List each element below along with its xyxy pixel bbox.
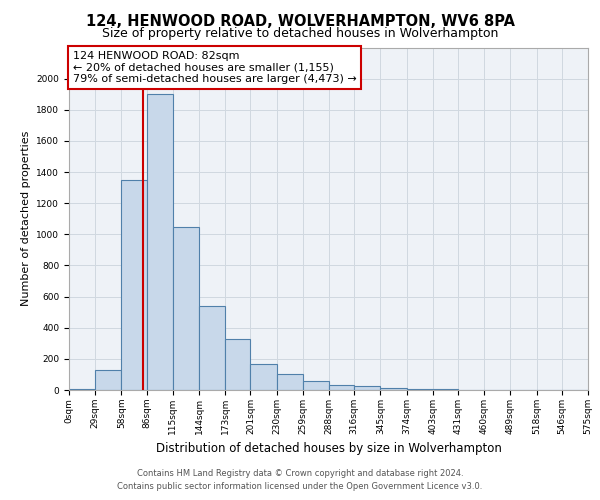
Bar bbox=[380, 388, 407, 390]
Bar bbox=[303, 382, 329, 390]
Bar bbox=[95, 370, 121, 390]
Text: 124, HENWOOD ROAD, WOLVERHAMPTON, WV6 8PA: 124, HENWOOD ROAD, WOLVERHAMPTON, WV6 8P… bbox=[86, 14, 515, 29]
Text: 124 HENWOOD ROAD: 82sqm
← 20% of detached houses are smaller (1,155)
79% of semi: 124 HENWOOD ROAD: 82sqm ← 20% of detache… bbox=[73, 51, 356, 84]
Bar bbox=[433, 389, 458, 390]
Text: Size of property relative to detached houses in Wolverhampton: Size of property relative to detached ho… bbox=[102, 28, 498, 40]
Y-axis label: Number of detached properties: Number of detached properties bbox=[21, 131, 31, 306]
Bar bbox=[225, 338, 250, 390]
X-axis label: Distribution of detached houses by size in Wolverhampton: Distribution of detached houses by size … bbox=[155, 442, 502, 456]
Text: Contains HM Land Registry data © Crown copyright and database right 2024.
Contai: Contains HM Land Registry data © Crown c… bbox=[118, 470, 482, 491]
Bar bbox=[121, 180, 146, 390]
Bar bbox=[69, 389, 95, 390]
Bar bbox=[199, 306, 225, 390]
Bar bbox=[407, 389, 433, 390]
Bar bbox=[250, 364, 277, 390]
Bar bbox=[173, 226, 199, 390]
Bar bbox=[146, 94, 173, 390]
Bar bbox=[354, 386, 380, 390]
Bar bbox=[277, 374, 303, 390]
Bar bbox=[329, 386, 354, 390]
